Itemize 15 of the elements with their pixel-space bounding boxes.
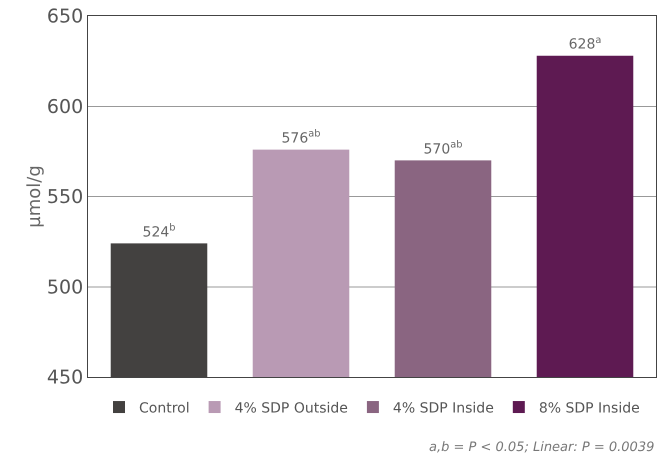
data-label: 576$^{ab}$ bbox=[282, 128, 320, 147]
y-tick-label: 550 bbox=[46, 186, 84, 208]
data-label: 628$^{a}$ bbox=[568, 34, 602, 53]
text: a,b = P < 0.05; Linear: P = 0.0039 bbox=[429, 440, 654, 455]
legend-label: 4% SDP Inside bbox=[392, 400, 494, 416]
legend-label: 4% SDP Outside bbox=[234, 400, 348, 416]
data-label: 570$^{ab}$ bbox=[424, 140, 462, 158]
legend-label: Control bbox=[139, 400, 190, 416]
y-tick-label: 500 bbox=[46, 276, 84, 298]
y-axis-title: µmol/g bbox=[24, 165, 45, 228]
y-tick-label: 450 bbox=[46, 366, 84, 389]
y-tick-label: 650 bbox=[46, 6, 84, 28]
legend-label: 8% SDP Inside bbox=[538, 400, 640, 416]
data-label: 524$^{b}$ bbox=[142, 222, 176, 240]
y-tick-label: 600 bbox=[46, 96, 84, 118]
